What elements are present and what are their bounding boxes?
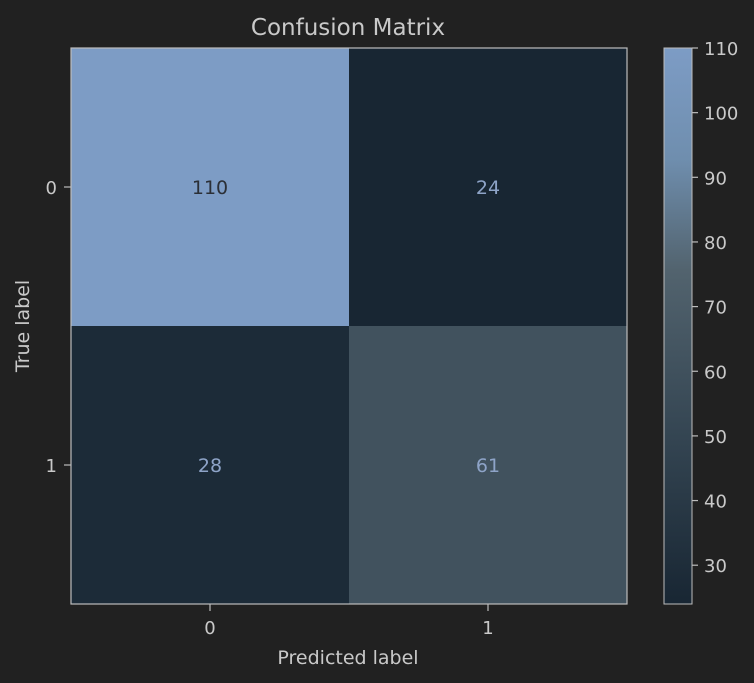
cell-value-0-1: 24 [476, 177, 500, 199]
colorbar-tick-label-5: 80 [704, 233, 727, 254]
colorbar-tick-label-1: 40 [704, 492, 727, 513]
colorbar-tick-label-7: 100 [704, 104, 738, 125]
colorbar-tick-label-8: 110 [704, 39, 738, 60]
y-axis-label: True label [12, 280, 34, 373]
x-tick-label-1: 1 [482, 618, 493, 639]
x-tick-label-0: 0 [204, 618, 215, 639]
colorbar-tick-label-6: 90 [704, 168, 727, 189]
colorbar-ticks: 30 40 50 60 70 80 90 100 110 [692, 39, 738, 577]
y-tick-label-0: 0 [46, 178, 57, 199]
plot-frame [70, 47, 628, 605]
cell-value-1-0: 28 [198, 455, 222, 477]
y-axis-ticks: 01 [46, 178, 71, 477]
colorbar-tick-label-3: 60 [704, 362, 727, 383]
colorbar-tick-label-0: 30 [704, 556, 727, 577]
cell-0-0 [71, 48, 349, 326]
cell-1-1 [349, 326, 627, 604]
y-tick-label-1: 1 [46, 456, 57, 477]
cell-value-0-0: 110 [192, 177, 228, 199]
chart-title: Confusion Matrix [251, 15, 445, 41]
heatmap-cells: 110 24 28 61 [71, 48, 627, 604]
cell-0-1 [349, 48, 627, 326]
colorbar-tick-label-4: 70 [704, 298, 727, 319]
colorbar-tick-label-2: 50 [704, 427, 727, 448]
cell-1-0 [71, 326, 349, 604]
x-axis-label: Predicted label [277, 647, 418, 669]
cell-value-1-1: 61 [476, 455, 500, 477]
colorbar [663, 47, 693, 605]
